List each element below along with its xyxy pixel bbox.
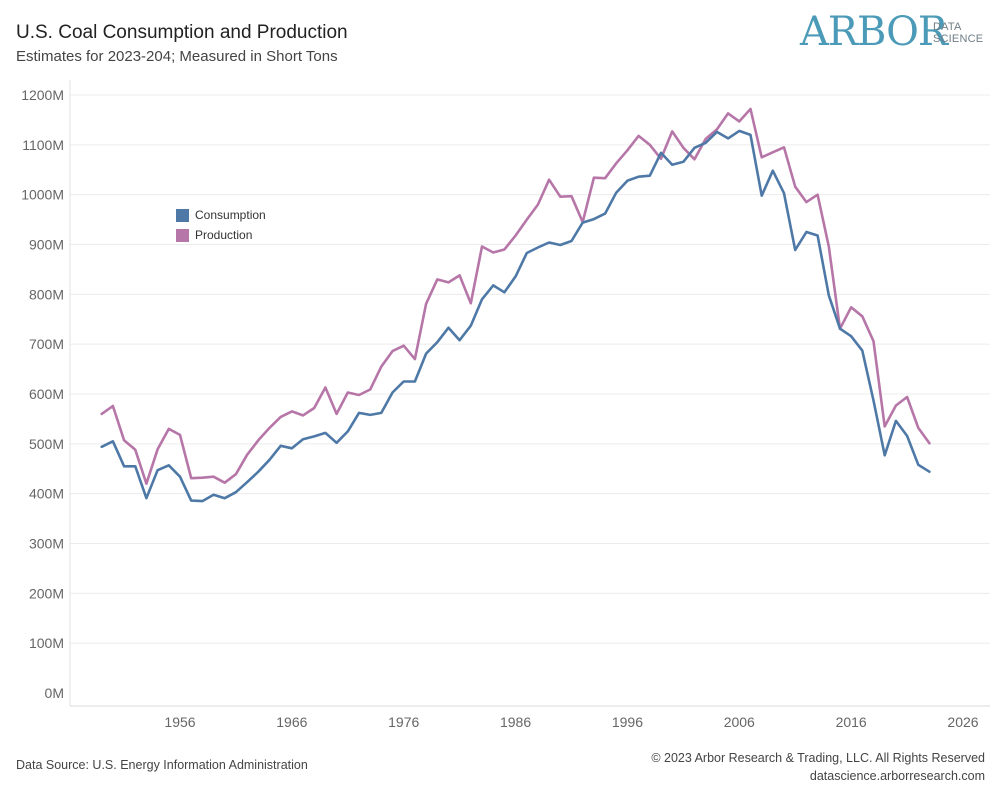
- y-tick-label: 200M: [29, 585, 64, 601]
- legend-label-consumption: Consumption: [195, 208, 266, 222]
- legend-label-production: Production: [195, 228, 253, 242]
- y-tick-label: 0M: [45, 685, 64, 701]
- y-tick-label: 400M: [29, 486, 64, 502]
- x-tick-label: 2006: [724, 714, 755, 730]
- arbor-logo: ARBOR DATA SCIENCE: [800, 10, 990, 54]
- copyright-notice: © 2023 Arbor Research & Trading, LLC. Al…: [651, 751, 985, 765]
- y-axis-ticks: 0M 100M 200M 300M 400M 500M 600M 700M 800M 900M 10…: [21, 87, 64, 701]
- y-tick-label: 600M: [29, 386, 64, 402]
- x-tick-label: 1976: [388, 714, 419, 730]
- gridlines: [69, 80, 990, 707]
- footer-credits: © 2023 Arbor Research & Trading, LLC. Al…: [651, 749, 985, 785]
- y-tick-label: 1100M: [22, 137, 64, 153]
- y-tick-label: 800M: [29, 286, 64, 302]
- logo-subtext: DATA SCIENCE: [933, 21, 983, 45]
- legend-item-consumption[interactable]: Consumption: [176, 205, 266, 225]
- y-tick-label: 700M: [29, 336, 64, 352]
- chart-legend[interactable]: Consumption Production: [176, 205, 266, 245]
- logo-subtext-line1: DATA: [933, 21, 962, 33]
- series-line-consumption[interactable]: [100, 129, 931, 503]
- series-line-production[interactable]: [100, 107, 931, 486]
- y-tick-label: 900M: [29, 237, 64, 253]
- website-link[interactable]: datascience.arborresearch.com: [809, 769, 985, 783]
- legend-swatch-production: [176, 228, 189, 242]
- chart-title: U.S. Coal Consumption and Production: [16, 22, 348, 43]
- data-source-note: Data Source: U.S. Energy Information Adm…: [16, 758, 308, 772]
- x-tick-label: 1956: [164, 714, 195, 730]
- x-tick-label: 2016: [836, 714, 867, 730]
- logo-wordmark: ARBOR: [800, 9, 948, 55]
- legend-item-production[interactable]: Production: [176, 225, 266, 245]
- chart-subtitle: Estimates for 2023-204; Measured in Shor…: [16, 48, 338, 65]
- x-axis-ticks: 1956 1966 1976 1986 1996 2006 2016 2026: [164, 714, 978, 730]
- y-tick-label: 500M: [29, 436, 64, 452]
- series-lines: [100, 107, 931, 503]
- logo-subtext-line2: SCIENCE: [933, 33, 984, 45]
- y-tick-label: 300M: [29, 536, 64, 552]
- line-chart: 0M 100M 200M 300M 400M 500M 600M 700M 800M 900M 10…: [21, 80, 990, 730]
- x-tick-label: 1996: [612, 714, 643, 730]
- y-tick-label: 100M: [29, 635, 64, 651]
- x-tick-label: 1986: [500, 714, 531, 730]
- legend-swatch-consumption: [176, 208, 189, 222]
- y-tick-label: 1200M: [21, 87, 64, 103]
- y-tick-label: 1000M: [21, 187, 64, 203]
- x-tick-label: 2026: [947, 714, 978, 730]
- x-tick-label: 1966: [276, 714, 307, 730]
